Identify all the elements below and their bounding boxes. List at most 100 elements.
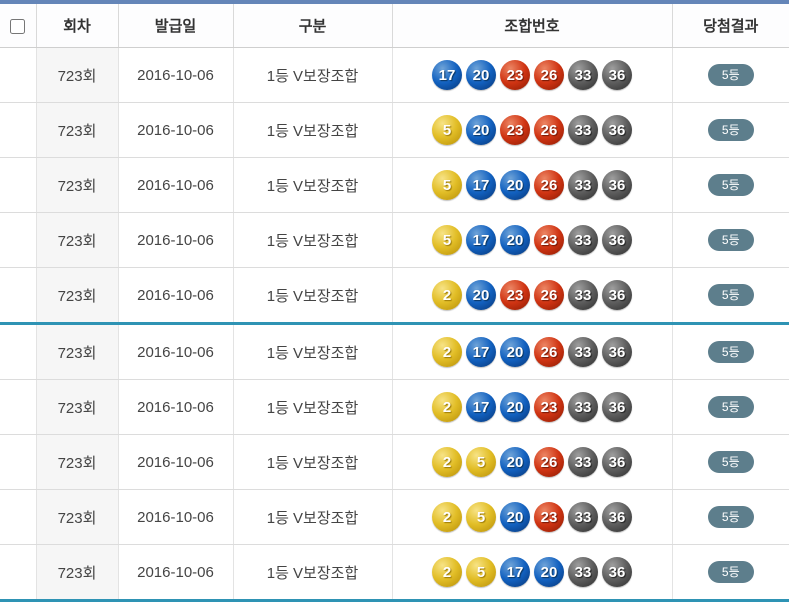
row-category: 1등 V보장조합 bbox=[232, 489, 392, 545]
row-combination-cell: 5 17 20 26 33 36 bbox=[391, 157, 672, 213]
row-checkbox-cell bbox=[0, 157, 36, 213]
lotto-ball: 23 bbox=[534, 225, 564, 255]
row-round: 723회 bbox=[35, 267, 118, 325]
result-badge: 5등 bbox=[707, 284, 754, 306]
result-badge: 5등 bbox=[707, 341, 754, 363]
lotto-ball: 23 bbox=[500, 115, 530, 145]
lotto-ball: 2 bbox=[432, 557, 462, 587]
row-checkbox-cell bbox=[0, 434, 36, 490]
row-combination-cell: 5 17 20 23 33 36 bbox=[391, 212, 672, 268]
row-checkbox-cell bbox=[0, 47, 36, 103]
row-combination-cell: 2 17 20 26 33 36 bbox=[391, 323, 672, 380]
row-round: 723회 bbox=[35, 489, 118, 545]
col-header-combination: 조합번호 bbox=[391, 2, 672, 48]
lotto-ball: 5 bbox=[432, 115, 462, 145]
lotto-ball: 17 bbox=[432, 60, 462, 90]
row-result-cell: 5등 bbox=[671, 47, 789, 103]
lotto-balls: 2 5 20 26 33 36 bbox=[430, 447, 634, 477]
row-issue-date: 2016-10-06 bbox=[117, 47, 233, 103]
result-badge: 5등 bbox=[707, 506, 754, 528]
lotto-ball: 36 bbox=[602, 60, 632, 90]
lotto-ball: 20 bbox=[500, 225, 530, 255]
row-issue-date: 2016-10-06 bbox=[117, 212, 233, 268]
lotto-ball: 36 bbox=[602, 225, 632, 255]
lotto-ball: 36 bbox=[602, 502, 632, 532]
lotto-ball: 33 bbox=[568, 170, 598, 200]
result-badge: 5등 bbox=[707, 451, 754, 473]
lotto-ball: 2 bbox=[432, 280, 462, 310]
lotto-ball: 20 bbox=[534, 557, 564, 587]
row-issue-date: 2016-10-06 bbox=[117, 102, 233, 158]
row-category: 1등 V보장조합 bbox=[232, 102, 392, 158]
lotto-ball: 33 bbox=[568, 502, 598, 532]
row-category: 1등 V보장조합 bbox=[232, 157, 392, 213]
lotto-ball: 36 bbox=[602, 280, 632, 310]
lotto-ball: 5 bbox=[466, 557, 496, 587]
row-issue-date: 2016-10-06 bbox=[117, 323, 233, 380]
row-round: 723회 bbox=[35, 157, 118, 213]
lotto-ball: 20 bbox=[466, 60, 496, 90]
row-round: 723회 bbox=[35, 434, 118, 490]
row-checkbox-cell bbox=[0, 544, 36, 602]
row-round: 723회 bbox=[35, 212, 118, 268]
lotto-ball: 20 bbox=[500, 392, 530, 422]
row-result-cell: 5등 bbox=[671, 323, 789, 380]
lotto-ball: 33 bbox=[568, 280, 598, 310]
lotto-ball: 23 bbox=[500, 60, 530, 90]
row-combination-cell: 2 20 23 26 33 36 bbox=[391, 267, 672, 325]
row-result-cell: 5등 bbox=[671, 379, 789, 435]
col-header-issue-date: 발급일 bbox=[117, 2, 233, 48]
row-result-cell: 5등 bbox=[671, 489, 789, 545]
lotto-ball: 36 bbox=[602, 337, 632, 367]
table-header-row: 회차 발급일 구분 조합번호 당첨결과 bbox=[0, 2, 789, 48]
lotto-ball: 17 bbox=[466, 225, 496, 255]
row-issue-date: 2016-10-06 bbox=[117, 434, 233, 490]
table-row: 723회 2016-10-06 1등 V보장조합 5 20 23 26 33 36 5등 bbox=[0, 102, 789, 158]
lotto-ball: 20 bbox=[500, 447, 530, 477]
row-checkbox-cell bbox=[0, 267, 36, 325]
result-badge: 5등 bbox=[707, 174, 754, 196]
row-round: 723회 bbox=[35, 102, 118, 158]
lotto-balls: 2 5 17 20 33 36 bbox=[430, 557, 634, 587]
table-row: 723회 2016-10-06 1등 V보장조합 2 5 20 23 33 36 5등 bbox=[0, 489, 789, 545]
row-combination-cell: 2 5 20 23 33 36 bbox=[391, 489, 672, 545]
col-header-round: 회차 bbox=[35, 2, 118, 48]
lotto-balls: 17 20 23 26 33 36 bbox=[430, 60, 634, 90]
result-badge: 5등 bbox=[707, 119, 754, 141]
lotto-ball: 26 bbox=[534, 337, 564, 367]
row-round: 723회 bbox=[35, 544, 118, 602]
lotto-ball: 2 bbox=[432, 392, 462, 422]
lotto-balls: 5 17 20 23 33 36 bbox=[430, 225, 634, 255]
row-issue-date: 2016-10-06 bbox=[117, 379, 233, 435]
row-result-cell: 5등 bbox=[671, 434, 789, 490]
row-result-cell: 5등 bbox=[671, 157, 789, 213]
result-badge: 5등 bbox=[707, 229, 754, 251]
lotto-ball: 17 bbox=[466, 337, 496, 367]
lotto-ball: 20 bbox=[500, 502, 530, 532]
table-row: 723회 2016-10-06 1등 V보장조합 17 20 23 26 33 36 5등 bbox=[0, 47, 789, 103]
lotto-ball: 33 bbox=[568, 392, 598, 422]
table-row: 723회 2016-10-06 1등 V보장조합 2 17 20 23 33 36 5등 bbox=[0, 379, 789, 435]
lotto-ball: 33 bbox=[568, 447, 598, 477]
row-category: 1등 V보장조합 bbox=[232, 379, 392, 435]
row-combination-cell: 2 17 20 23 33 36 bbox=[391, 379, 672, 435]
lotto-ball: 26 bbox=[534, 447, 564, 477]
lotto-ball: 2 bbox=[432, 447, 462, 477]
row-combination-cell: 17 20 23 26 33 36 bbox=[391, 47, 672, 103]
lotto-ball: 20 bbox=[466, 115, 496, 145]
row-issue-date: 2016-10-06 bbox=[117, 157, 233, 213]
lotto-ball: 17 bbox=[466, 392, 496, 422]
select-all-checkbox[interactable] bbox=[10, 18, 26, 34]
lotto-ball: 23 bbox=[500, 280, 530, 310]
lotto-ball: 26 bbox=[534, 60, 564, 90]
row-category: 1등 V보장조합 bbox=[232, 544, 392, 602]
result-badge: 5등 bbox=[707, 561, 754, 583]
lotto-ball: 5 bbox=[466, 447, 496, 477]
lotto-ball: 36 bbox=[602, 115, 632, 145]
lotto-balls: 2 17 20 23 33 36 bbox=[430, 392, 634, 422]
lotto-ball: 20 bbox=[500, 170, 530, 200]
row-issue-date: 2016-10-06 bbox=[117, 544, 233, 602]
lotto-balls: 2 17 20 26 33 36 bbox=[430, 337, 634, 367]
table-row: 723회 2016-10-06 1등 V보장조합 2 20 23 26 33 36 5등 bbox=[0, 267, 789, 325]
lotto-ball: 26 bbox=[534, 115, 564, 145]
